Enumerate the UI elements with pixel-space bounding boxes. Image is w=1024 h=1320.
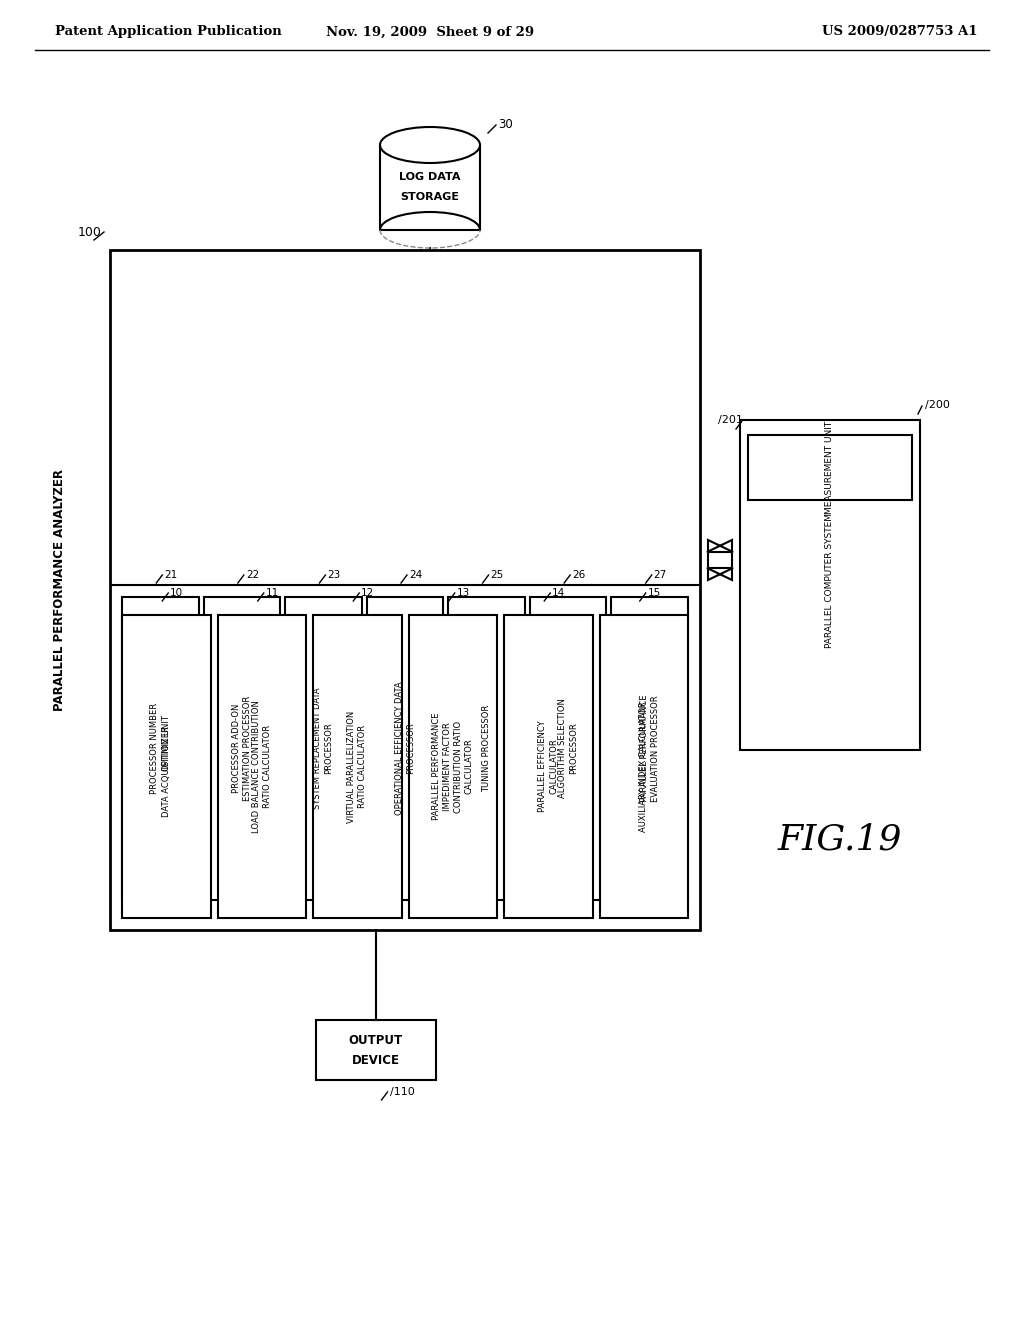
- Bar: [110, 249, 700, 931]
- Text: PARALLEL COMPUTER SYSTEM: PARALLEL COMPUTER SYSTEM: [825, 512, 835, 648]
- Text: PARALLEL EFFICIENCY
CALCULATOR: PARALLEL EFFICIENCY CALCULATOR: [539, 721, 558, 812]
- Text: MEASUREMENT UNIT: MEASUREMENT UNIT: [825, 421, 835, 513]
- Text: 30: 30: [498, 119, 513, 132]
- Bar: [611, 597, 688, 900]
- Text: LOG DATA: LOG DATA: [399, 173, 461, 182]
- Bar: [380, 145, 480, 230]
- Text: FIG.19: FIG.19: [778, 822, 902, 857]
- Text: OUTPUT: OUTPUT: [348, 1034, 402, 1047]
- Bar: [409, 615, 497, 917]
- Text: OPERATIONAL EFFICIENCY DATA
PROCESSOR: OPERATIONAL EFFICIENCY DATA PROCESSOR: [395, 681, 415, 816]
- Text: AUXILIARY INDEX CALCULATOR: AUXILIARY INDEX CALCULATOR: [639, 701, 648, 832]
- Text: US 2009/0287753 A1: US 2009/0287753 A1: [822, 25, 978, 38]
- Text: 12: 12: [361, 587, 375, 598]
- Text: PROCESSOR ADD-ON
ESTIMATION PROCESSOR: PROCESSOR ADD-ON ESTIMATION PROCESSOR: [231, 696, 252, 801]
- Text: 27: 27: [653, 570, 667, 579]
- Bar: [740, 420, 920, 750]
- Ellipse shape: [380, 127, 480, 162]
- Text: 24: 24: [409, 570, 422, 579]
- Text: DEVICE: DEVICE: [351, 1053, 399, 1067]
- Text: PARALLEL PERFORMANCE
EVALUATION PROCESSOR: PARALLEL PERFORMANCE EVALUATION PROCESSO…: [640, 694, 659, 803]
- Bar: [122, 615, 211, 917]
- Text: DATA ACQUISITION UNIT: DATA ACQUISITION UNIT: [162, 715, 171, 817]
- Bar: [313, 615, 401, 917]
- Bar: [529, 597, 606, 900]
- Text: STORAGE: STORAGE: [400, 193, 460, 202]
- Bar: [748, 436, 912, 500]
- Bar: [285, 597, 361, 900]
- Text: Patent Application Publication: Patent Application Publication: [55, 25, 282, 38]
- Text: PARALLEL PERFORMANCE ANALYZER: PARALLEL PERFORMANCE ANALYZER: [53, 469, 67, 711]
- Text: LOAD BALANCE CONTRIBUTION
RATIO CALCULATOR: LOAD BALANCE CONTRIBUTION RATIO CALCULAT…: [252, 700, 271, 833]
- Text: ALGORITHM SELECTION
PROCESSOR: ALGORITHM SELECTION PROCESSOR: [558, 698, 579, 799]
- Text: Nov. 19, 2009  Sheet 9 of 29: Nov. 19, 2009 Sheet 9 of 29: [326, 25, 535, 38]
- Text: TUNING PROCESSOR: TUNING PROCESSOR: [482, 705, 492, 792]
- Text: 15: 15: [648, 587, 662, 598]
- Text: 23: 23: [328, 570, 341, 579]
- Text: 14: 14: [552, 587, 565, 598]
- Text: PARALLEL PERFORMANCE
IMPEDIMENT FACTOR
CONTRIBUTION RATIO
CALCULATOR: PARALLEL PERFORMANCE IMPEDIMENT FACTOR C…: [431, 713, 474, 820]
- Bar: [122, 597, 199, 900]
- Text: 26: 26: [572, 570, 586, 579]
- Text: 21: 21: [164, 570, 177, 579]
- Text: SYSTEM REPLACEMENT DATA
PROCESSOR: SYSTEM REPLACEMENT DATA PROCESSOR: [313, 688, 334, 809]
- Bar: [504, 615, 593, 917]
- Bar: [217, 615, 306, 917]
- Text: 100: 100: [78, 226, 102, 239]
- Text: 13: 13: [457, 587, 470, 598]
- Bar: [204, 597, 281, 900]
- Polygon shape: [707, 540, 733, 579]
- Text: 22: 22: [246, 570, 259, 579]
- Bar: [449, 597, 525, 900]
- Text: /110: /110: [390, 1086, 416, 1097]
- Text: PROCESSOR NUMBER
OPTIMIZER: PROCESSOR NUMBER OPTIMIZER: [151, 704, 170, 795]
- Text: 25: 25: [490, 570, 504, 579]
- Text: /201: /201: [718, 414, 743, 425]
- Bar: [367, 597, 443, 900]
- Text: 11: 11: [266, 587, 279, 598]
- Text: 10: 10: [170, 587, 183, 598]
- Text: VIRTUAL PARALLELIZATION
RATIO CALCULATOR: VIRTUAL PARALLELIZATION RATIO CALCULATOR: [347, 710, 368, 822]
- Bar: [315, 1020, 435, 1080]
- Bar: [599, 615, 688, 917]
- Text: /200: /200: [925, 400, 950, 411]
